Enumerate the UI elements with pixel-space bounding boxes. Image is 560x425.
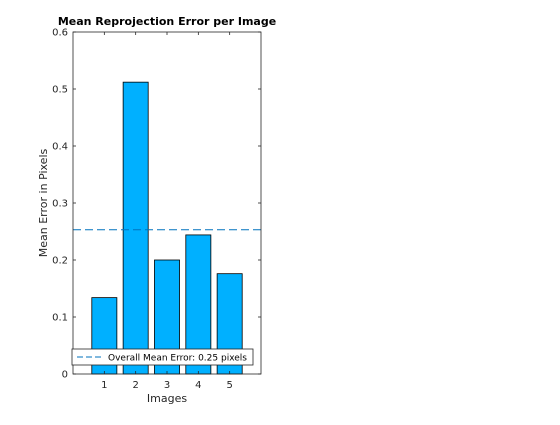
x-axis-label: Images: [147, 392, 187, 405]
legend[interactable]: Overall Mean Error: 0.25 pixels: [71, 348, 254, 366]
bar-image-2: [122, 81, 149, 375]
y-tick-label: 0.1: [52, 313, 68, 324]
legend-box: [71, 348, 254, 366]
y-tick-label: 0.3: [52, 199, 68, 210]
chart-title: Mean Reprojection Error per Image: [58, 15, 276, 28]
x-tick-label: 2: [132, 380, 138, 391]
y-axis-label: Mean Error in Pixels: [37, 148, 50, 257]
y-ticks: 0 0.1 0.2 0.3 0.4 0.5 0.6: [52, 28, 261, 381]
legend-entry-mean-error: Overall Mean Error: 0.25 pixels: [108, 354, 247, 364]
y-tick-label: 0.6: [52, 28, 68, 39]
x-ticks: 1 2 3 4 5: [101, 32, 233, 391]
y-tick-label: 0: [62, 370, 68, 381]
x-tick-label: 4: [195, 380, 201, 391]
x-tick-label: 1: [101, 380, 107, 391]
bars: [91, 81, 243, 375]
y-tick-label: 0.5: [52, 85, 68, 96]
y-tick-label: 0.4: [52, 142, 68, 153]
x-tick-label: 3: [164, 380, 170, 391]
y-tick-label: 0.2: [52, 256, 68, 267]
x-tick-label: 5: [226, 380, 232, 391]
